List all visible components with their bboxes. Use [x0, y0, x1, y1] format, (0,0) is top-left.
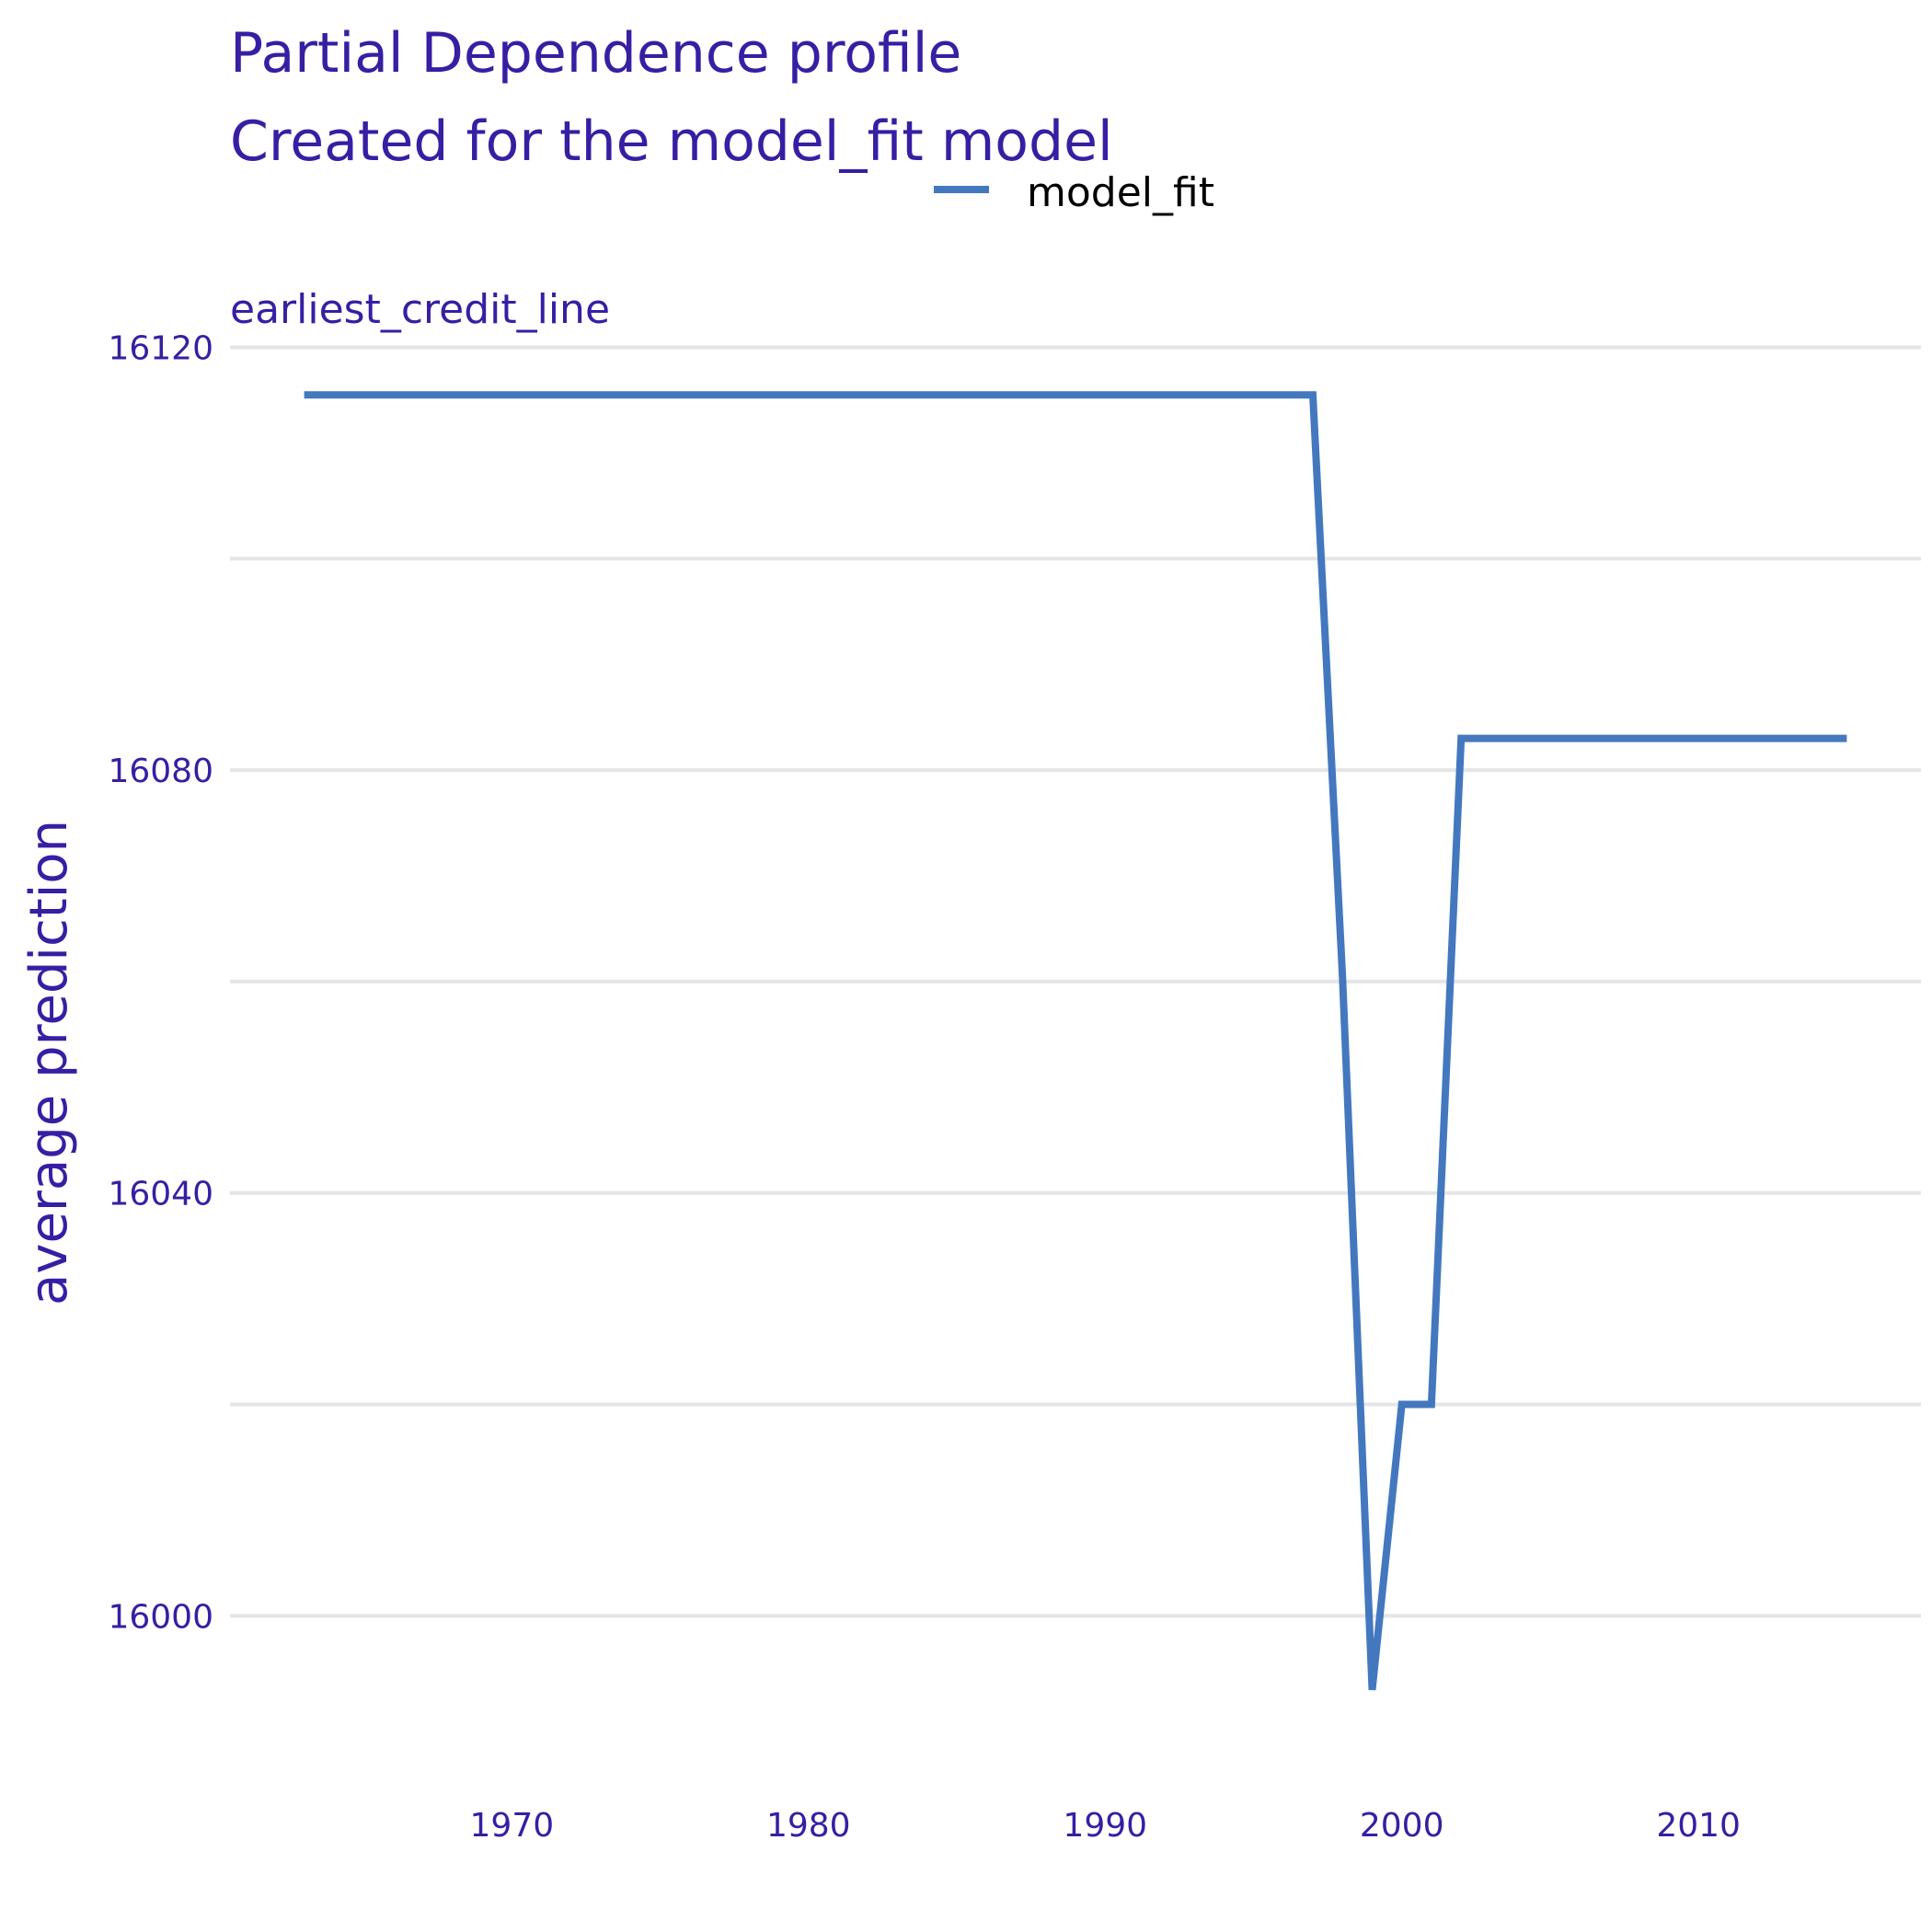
x-tick-label: 1990: [1063, 1807, 1147, 1845]
x-tick-labels: 1970 1980 1990 2000 2010: [470, 1807, 1741, 1845]
y-tick-labels: 16000 16040 16080 16120: [108, 329, 213, 1636]
x-tick-label: 2010: [1656, 1807, 1741, 1845]
chart-subtitle: Created for the model_fit model: [230, 109, 1113, 174]
series-line-model-fit: [304, 391, 1847, 1691]
x-tick-label: 2000: [1360, 1807, 1444, 1845]
x-tick-label: 1980: [766, 1807, 851, 1845]
legend-label-model-fit: model_fit: [1027, 169, 1214, 216]
grid-lines: [230, 345, 1921, 1618]
y-tick-label: 16000: [108, 1598, 213, 1636]
y-tick-label: 16120: [108, 329, 213, 367]
y-tick-label: 16040: [108, 1176, 213, 1213]
y-tick-label: 16080: [108, 753, 213, 790]
facet-label: earliest_credit_line: [230, 286, 610, 333]
x-tick-label: 1970: [470, 1807, 555, 1845]
legend: model_fit: [934, 169, 1214, 216]
chart-title: Partial Dependence profile: [230, 21, 961, 86]
series-lines: [304, 391, 1847, 1691]
y-axis-label: average prediction: [19, 820, 79, 1305]
